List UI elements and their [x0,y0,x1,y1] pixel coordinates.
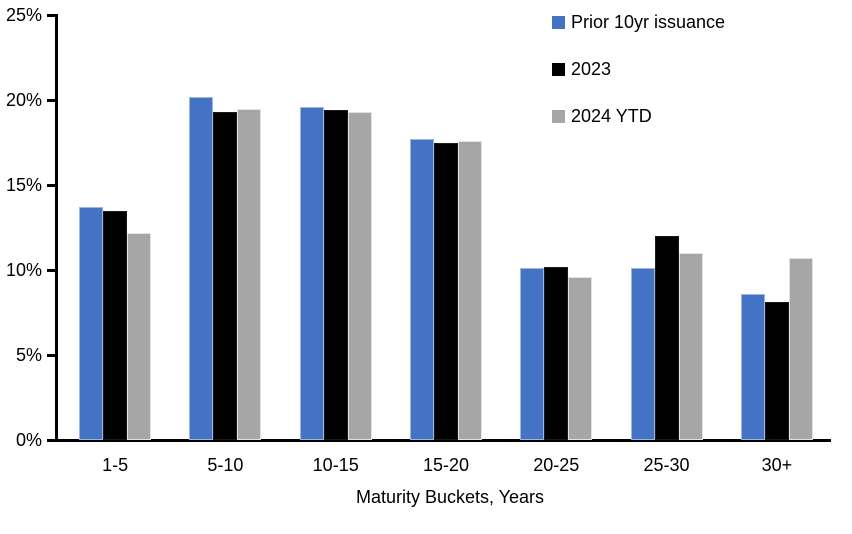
y-axis-tick-label-25: 25% [5,5,42,25]
bar-prior-10yr-issuance-5-10 [189,96,214,440]
bar-2024-ytd-30 [788,258,813,440]
y-axis-tick-label-10: 10% [5,260,42,280]
bar-2024-ytd-1-5 [127,232,152,440]
legend-label: Prior 10yr issuance [571,11,726,32]
bar-2023-25-30 [654,236,679,440]
bar-prior-10yr-issuance-30 [740,293,765,440]
y-axis-tick-label-0: 0% [15,430,42,450]
bar-2023-30 [764,302,789,440]
x-axis-line [47,439,831,442]
bar-2023-1-5 [103,210,128,440]
x-axis-category-label-30: 30+ [761,455,793,475]
x-axis-category-label-20-25: 20-25 [533,455,580,475]
chart-legend: Prior 10yr issuance 2023 2024 YTD [552,10,725,128]
legend-swatch-icon [552,109,565,123]
legend-label: 2024 YTD [571,105,652,126]
bar-2023-5-10 [213,111,238,440]
legend-label: 2023 [571,58,612,79]
bar-prior-10yr-issuance-20-25 [520,268,545,440]
y-axis-tick-label-15: 15% [5,175,42,195]
x-axis-category-label-15-20: 15-20 [422,455,470,475]
x-axis-category-label-25-30: 25-30 [643,455,690,475]
bar-prior-10yr-issuance-25-30 [630,268,655,440]
bar-2024-ytd-20-25 [568,276,593,440]
bar-prior-10yr-issuance-15-20 [410,139,434,440]
bar-2023-10-15 [323,110,348,440]
bar-2024-ytd-15-20 [458,140,482,440]
y-axis-line [55,14,58,442]
legend-item-2024-ytd: 2024 YTD [552,104,725,128]
bar-2023-15-20 [434,142,458,440]
x-axis-title: Maturity Buckets, Years [355,487,545,507]
x-axis-category-label-1-5: 1-5 [102,455,129,475]
bar-2024-ytd-5-10 [237,108,262,440]
x-axis-category-label-5-10: 5-10 [207,455,244,475]
y-axis-tick-label-20: 20% [5,90,42,110]
x-axis-category-label-10-15: 10-15 [312,455,359,475]
y-axis-tick-mark [47,98,55,102]
legend-swatch-icon [552,62,565,76]
legend-swatch-icon [552,15,565,29]
bar-prior-10yr-issuance-1-5 [79,207,104,440]
y-axis-tick-mark [47,268,55,272]
y-axis-tick-mark [47,13,55,17]
bar-2023-20-25 [544,266,569,440]
legend-item-prior-10yr-issuance: Prior 10yr issuance [552,10,725,34]
bar-prior-10yr-issuance-10-15 [299,106,324,440]
y-axis-tick-mark [47,353,55,357]
legend-item-2023: 2023 [552,57,725,81]
bar-2024-ytd-25-30 [678,253,703,440]
y-axis-tick-label-5: 5% [15,345,42,365]
bar-2024-ytd-10-15 [347,111,372,440]
y-axis-tick-mark [47,183,55,187]
